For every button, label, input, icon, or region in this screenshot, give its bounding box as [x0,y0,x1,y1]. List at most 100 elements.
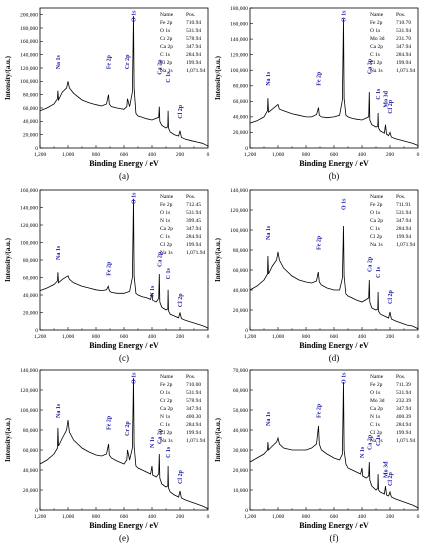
x-axis-title: Binding Energy / eV [299,159,369,168]
table-element-name: C 1s [160,234,170,240]
table-element-name: Fe 2p [370,20,383,26]
peak-label: O 1s [132,10,138,22]
table-element-pos: 578.94 [186,398,201,404]
x-tick-label: 1,200 [244,152,257,158]
table-element-name: Ca 2p [370,406,383,412]
y-tick-label: 160,000 [20,188,38,194]
x-tick-label: 0 [417,334,420,340]
peak-label: Cl 2p [388,99,394,114]
table-element-name: C 1s [160,422,170,428]
peak-label: N 1s [150,285,156,297]
table-element-pos: 399.45 [186,218,201,224]
table-element-pos: 711.91 [396,202,411,208]
y-tick-label: 200,000 [20,12,38,18]
table-element-pos: 284.94 [186,52,201,58]
table-element-name: C 1s [370,52,380,58]
spectrum-line [39,15,209,147]
x-tick-label: 1,200 [34,514,47,520]
x-axis-title: Binding Energy / eV [89,341,159,350]
table-element-name: O 1s [160,28,170,34]
x-tick-label: 400 [358,514,367,520]
table-element-name: N 1s [160,218,170,224]
peak-label: Cr 2p [125,421,131,436]
table-element-name: Ca 2p [160,226,173,232]
table-element-name: Cl 2p [160,430,172,436]
spectrum-line [249,18,419,147]
table-element-pos: 199.94 [396,430,411,436]
table-element-pos: 711.39 [396,382,411,388]
table-element-pos: 1,071.94 [186,438,206,444]
x-tick-label: 200 [176,334,185,340]
spectrum-line [39,198,209,329]
table-element-name: Na 1s [160,250,173,256]
table-element-name: Na 1s [370,438,383,444]
panel-label: (c) [119,353,129,363]
y-axis-title: Intensity/(a.u.) [214,417,222,462]
table-element-pos: 284.94 [396,226,411,232]
table-element-name: Cl 2p [370,234,382,240]
x-tick-label: 600 [120,334,129,340]
table-element-pos: 1,071.94 [396,242,416,248]
table-element-name: Fe 2p [370,202,383,208]
x-tick-label: 600 [330,334,339,340]
peak-label: Fe 2p [317,403,323,418]
x-axis-title: Binding Energy / eV [89,521,159,530]
panel-2: 1,200 1,000 800 600 400 200 0 0 20,000 40,000 60,0… [214,6,420,181]
x-tick-label: 800 [92,514,101,520]
panel-label: (f) [330,533,339,543]
y-tick-label: 120,000 [20,388,38,394]
table-element-pos: 710.94 [186,20,201,26]
peak-label: Na 1s [266,411,272,426]
y-tick-label: 20,000 [23,132,38,138]
panel-1: 1,200 1,000 800 600 400 200 0 0 20,000 40,000 60,0… [4,7,210,181]
y-tick-label: 140,000 [230,37,248,43]
peak-label: Mo 3d [384,461,390,478]
peak-label: Ca 2p [367,58,373,74]
table-element-pos: 284.94 [396,422,411,428]
table-header-name: Name [370,12,384,18]
y-tick-label: 20,000 [233,468,248,474]
y-tick-label: 0 [35,328,38,334]
peak-label: Cr 2p [125,54,131,69]
table-element-pos: 232.39 [396,398,411,404]
peak-label: Mo 3d [384,90,390,107]
table-element-name: C 1s [160,52,170,58]
y-tick-label: 80,000 [233,248,248,254]
y-tick-label: 100,000 [20,240,38,246]
y-tick-label: 80,000 [23,428,38,434]
x-tick-label: 400 [148,334,157,340]
table-element-name: Na 1s [370,242,383,248]
x-tick-label: 400 [358,152,367,158]
y-axis-title: Intensity/(a.u.) [214,55,222,100]
panel-3: 1,200 1,000 800 600 400 200 0 0 20,000 40,000 60,0… [4,188,210,363]
x-tick-label: 1,000 [62,152,75,158]
table-element-pos: 712.45 [186,202,201,208]
table-element-pos: 284.94 [186,234,201,240]
y-tick-label: 40,000 [233,428,248,434]
panel-label: (a) [119,171,129,181]
plot-frame [249,7,419,149]
table-element-pos: 1,071.94 [186,68,206,74]
y-tick-label: 40,000 [23,293,38,299]
peak-label: O 1s [132,372,138,384]
panel-6: 1,200 1,000 800 600 400 200 0 0 10,000 20,000 30,0… [214,368,420,543]
y-tick-label: 10,000 [233,488,248,494]
table-element-name: Na 1s [160,68,173,74]
table-element-name: Cl 2p [160,242,172,248]
y-axis-title: Intensity/(a.u.) [4,55,12,100]
spectrum-line [249,225,419,330]
y-tick-label: 40,000 [23,119,38,125]
panel-4: 1,200 1,000 800 600 400 200 0 0 20,000 40,000 60,0… [214,188,420,363]
y-tick-label: 20,000 [23,488,38,494]
x-tick-label: 1,000 [272,514,285,520]
x-tick-label: 0 [417,514,420,520]
x-tick-label: 1,000 [272,334,285,340]
table-header-name: Name [160,194,174,200]
table-header-pos: Pos. [186,374,196,380]
panel-label: (d) [329,353,340,363]
table-element-pos: 347.94 [186,226,201,232]
peak-label: Fe 2p [317,71,323,86]
table-header-name: Name [370,194,384,200]
table-element-name: Cl 2p [370,60,382,66]
table-element-name: Fe 2p [370,382,383,388]
